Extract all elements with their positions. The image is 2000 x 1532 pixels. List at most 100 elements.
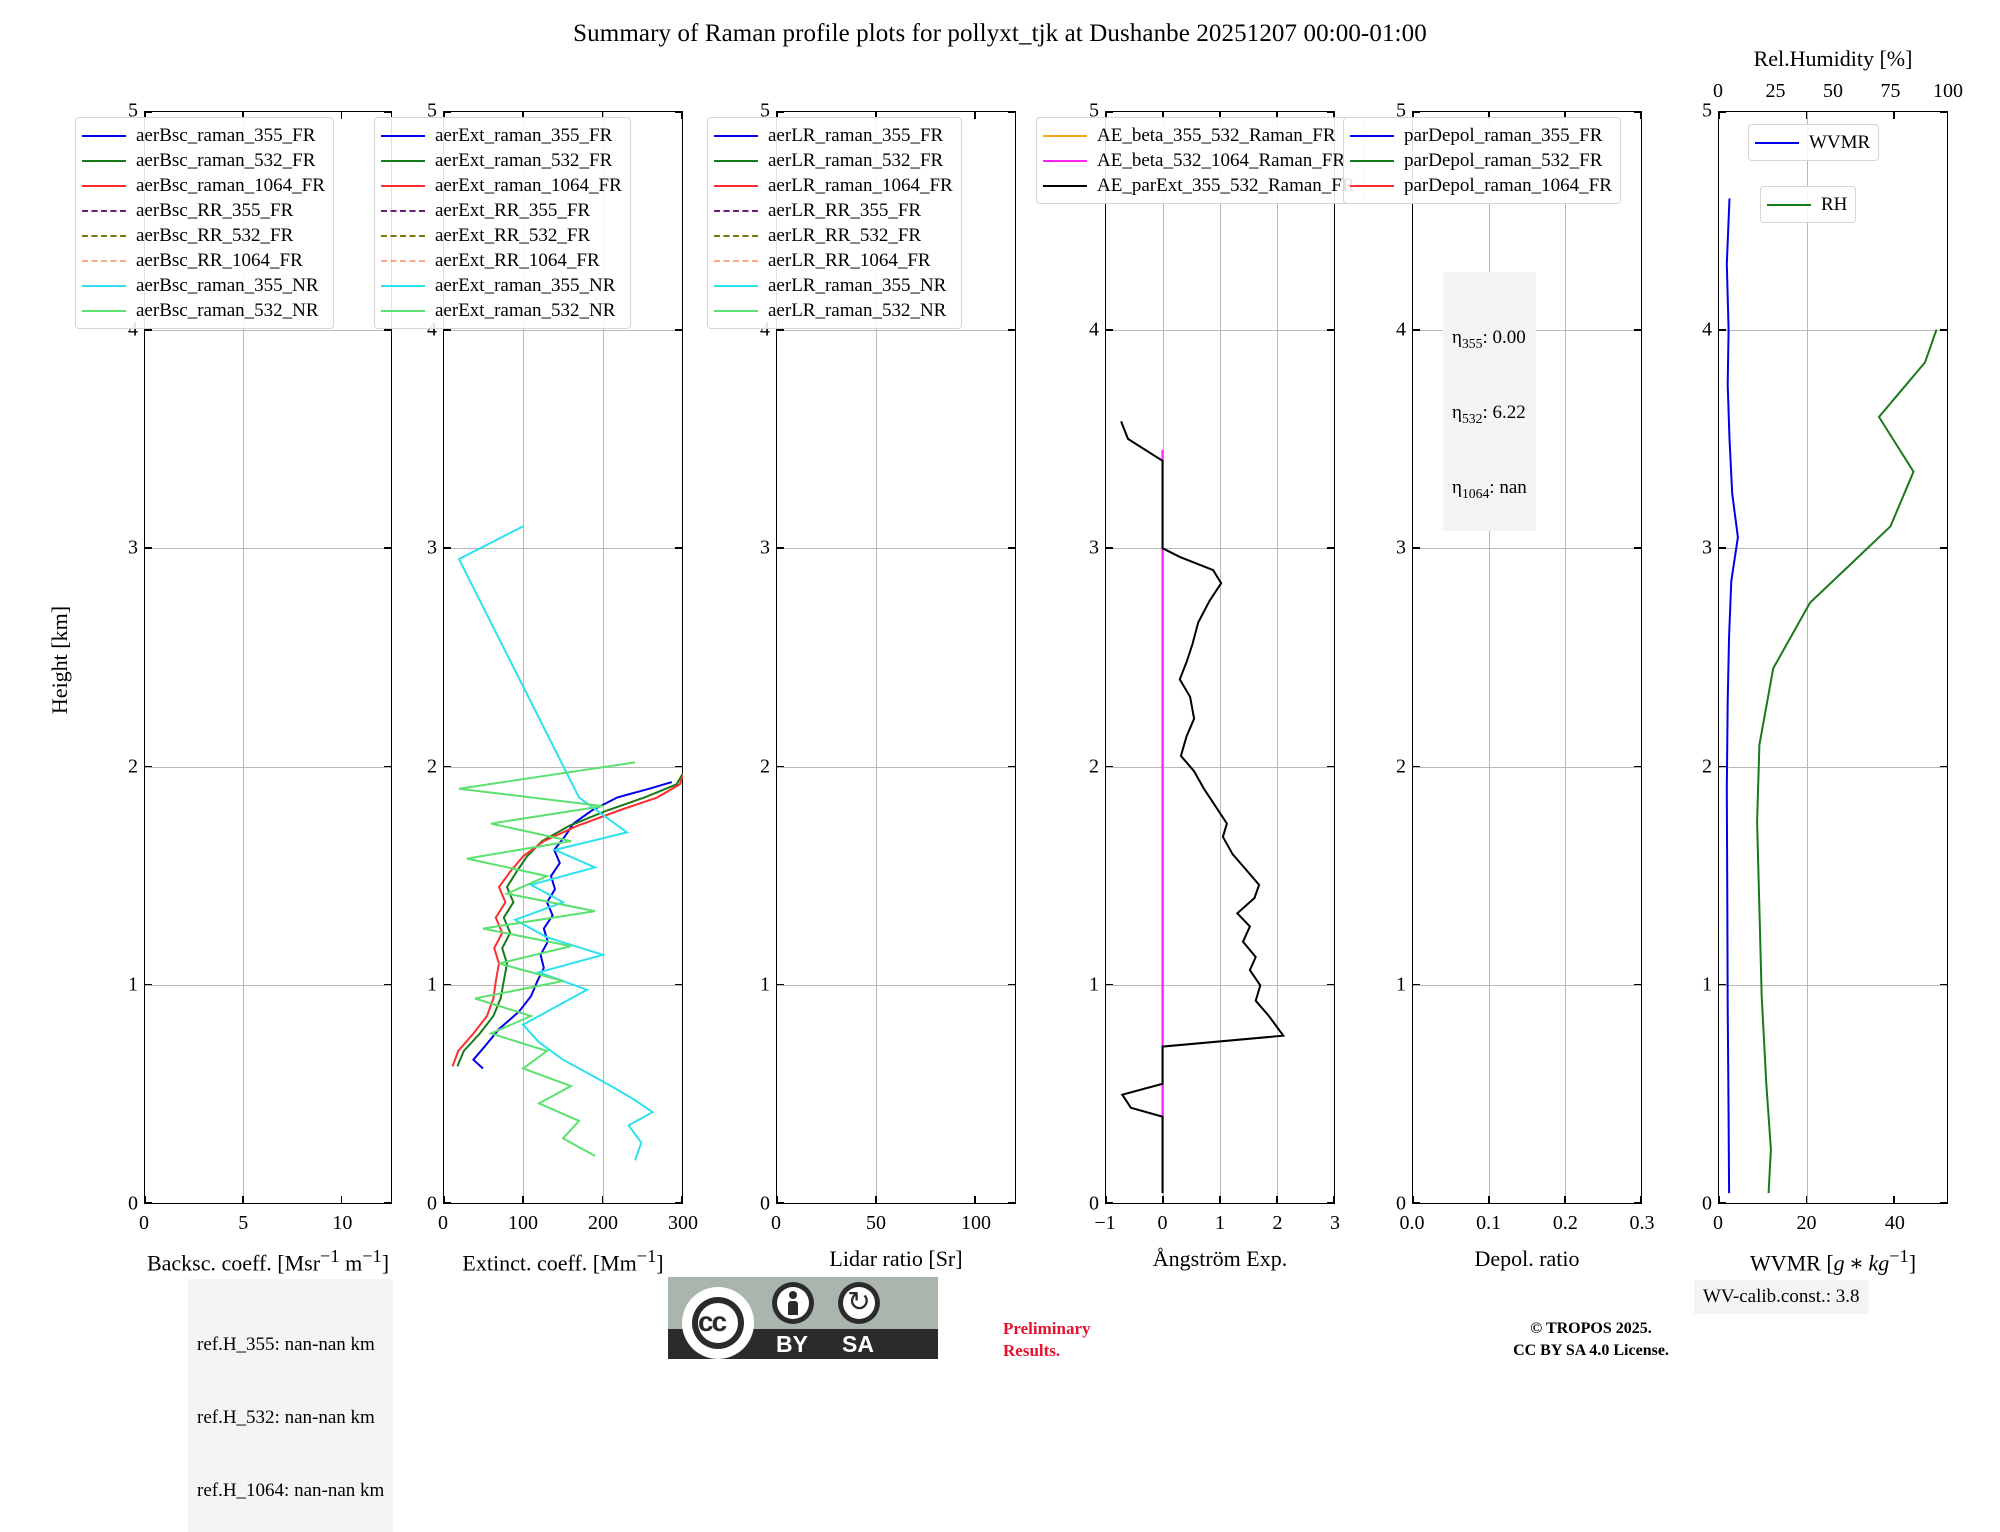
legend-color-swatch: [82, 284, 126, 287]
legend-entry: aerLR_RR_532_FR: [714, 223, 953, 248]
legend-entry: aerLR_raman_532_NR: [714, 298, 953, 323]
legend-wvmr[interactable]: WVMR: [1748, 124, 1880, 161]
y-tick: [1327, 765, 1335, 768]
legend-angstrom[interactable]: AE_beta_355_532_Raman_FR AE_beta_532_1064…: [1036, 117, 1364, 204]
legend-depol[interactable]: parDepol_raman_355_FR parDepol_raman_532_…: [1343, 117, 1621, 204]
x-tick: [601, 111, 604, 119]
x-tick-label: 300: [668, 1212, 698, 1234]
y-tick: [1327, 111, 1335, 113]
legend-color-swatch: [714, 134, 758, 137]
y-tick: [1940, 547, 1948, 549]
reference-height-box: ref.H_355: nan-nan km ref.H_532: nan-nan…: [188, 1279, 394, 1532]
y-tick: [1412, 1202, 1420, 1204]
y-tick: [1940, 1202, 1948, 1204]
legend-label: aerExt_raman_532_FR: [435, 150, 613, 171]
legend-label: aerLR_RR_1064_FR: [768, 250, 931, 271]
legend-entry: AE_beta_532_1064_Raman_FR: [1043, 148, 1355, 173]
x-tick: [1276, 1196, 1278, 1204]
legend-color-swatch: [381, 134, 425, 137]
y-tick-label: 3: [1396, 536, 1406, 559]
legend-entry: AE_beta_355_532_Raman_FR: [1043, 123, 1355, 148]
legend-lidar-ratio[interactable]: aerLR_raman_355_FR aerLR_raman_532_FR aerL…: [707, 117, 962, 329]
legend-rh[interactable]: RH: [1760, 186, 1857, 223]
x-tick: [522, 1196, 524, 1204]
eta-annotation-box: η355: 0.00 η532: 6.22 η1064: nan: [1443, 272, 1536, 532]
legend-backscatter[interactable]: aerBsc_raman_355_FR aerBsc_raman_532_FR ae…: [75, 117, 334, 329]
y-tick: [1634, 547, 1642, 549]
gridline-horizontal: [444, 330, 682, 332]
x-tick: [242, 111, 244, 119]
y-tick: [1105, 983, 1113, 986]
legend-entry: aerLR_raman_532_FR: [714, 148, 953, 173]
y-tick: [443, 765, 451, 768]
y-tick: [1008, 111, 1016, 113]
y-tick: [384, 329, 392, 331]
legend-entry: aerBsc_RR_532_FR: [82, 223, 325, 248]
x-tick-label: 100: [508, 1212, 538, 1234]
y-tick-label: 2: [760, 755, 770, 778]
x-tick: [1563, 111, 1566, 119]
y-tick-label: 2: [1702, 755, 1712, 778]
cc-mark-text: cc: [698, 1306, 727, 1337]
y-tick-label: 0: [760, 1192, 770, 1215]
y-tick: [1412, 547, 1420, 549]
legend-label: AE_beta_355_532_Raman_FR: [1097, 125, 1336, 146]
x-tick: [144, 1196, 146, 1204]
legend-color-swatch: [82, 134, 126, 137]
plot-area-lidar-ratio: [777, 112, 1015, 1203]
y-tick-label: 1: [128, 973, 138, 996]
legend-color-swatch: [381, 184, 425, 187]
y-tick: [1008, 329, 1016, 331]
y-tick: [1718, 765, 1726, 768]
x-axis-title-angstrom: Ångström Exp.: [1152, 1246, 1288, 1271]
y-tick: [1718, 983, 1726, 986]
y-tick-label: 0: [1089, 1192, 1099, 1215]
y-tick: [1940, 765, 1948, 768]
y-tick: [1718, 1202, 1726, 1204]
legend-entry: aerBsc_raman_355_NR: [82, 273, 325, 298]
gridline-horizontal: [444, 548, 682, 550]
legend-color-swatch: [1755, 141, 1799, 144]
x-tick: [522, 111, 524, 119]
y-tick: [1105, 1202, 1113, 1204]
x-tick: [1893, 1196, 1895, 1204]
legend-entry: aerExt_raman_355_NR: [381, 273, 622, 298]
y-tick: [1327, 547, 1335, 549]
x-tick-label: 0: [438, 1212, 448, 1234]
legend-color-swatch: [82, 184, 126, 187]
legend-label: parDepol_raman_355_FR: [1404, 125, 1603, 146]
legend-entry: AE_parExt_355_532_Raman_FR: [1043, 173, 1355, 198]
legend-label: aerLR_raman_355_NR: [768, 275, 947, 296]
legend-label: aerBsc_RR_355_FR: [136, 200, 294, 221]
y-tick-label: 5: [1089, 99, 1099, 122]
x-tick-label: 50: [866, 1212, 886, 1234]
x-tick: [681, 111, 683, 119]
y-tick-label: 1: [1089, 973, 1099, 996]
top-x-tick-label: 50: [1823, 80, 1843, 102]
y-tick-label: 3: [128, 536, 138, 559]
y-tick: [1634, 765, 1642, 768]
x-tick: [242, 1196, 244, 1204]
y-tick: [1940, 983, 1948, 986]
legend-label: AE_beta_532_1064_Raman_FR: [1097, 150, 1346, 171]
legend-entry: aerBsc_raman_355_FR: [82, 123, 325, 148]
legend-extinction[interactable]: aerExt_raman_355_FR aerExt_raman_532_FR ae…: [374, 117, 631, 329]
y-tick: [1412, 111, 1420, 113]
legend-label: aerExt_raman_1064_FR: [435, 175, 622, 196]
y-tick: [384, 547, 392, 549]
legend-label: aerLR_raman_1064_FR: [768, 175, 953, 196]
y-tick-label: 1: [427, 973, 437, 996]
cc-circle-inner2: [698, 1303, 738, 1343]
legend-color-swatch: [714, 159, 758, 162]
x-tick: [1333, 111, 1335, 119]
legend-color-swatch: [1043, 184, 1087, 187]
gridline-horizontal: [1413, 766, 1641, 768]
x-tick: [1412, 111, 1414, 119]
y-tick: [144, 329, 152, 331]
refh-line: ref.H_1064: nan-nan km: [197, 1479, 385, 1501]
x-tick-label: 10: [332, 1212, 353, 1234]
preliminary-line-2: Results.: [1003, 1341, 1061, 1361]
gridline-horizontal: [777, 330, 1015, 332]
legend-entry: aerLR_RR_355_FR: [714, 198, 953, 223]
y-tick: [675, 329, 683, 331]
